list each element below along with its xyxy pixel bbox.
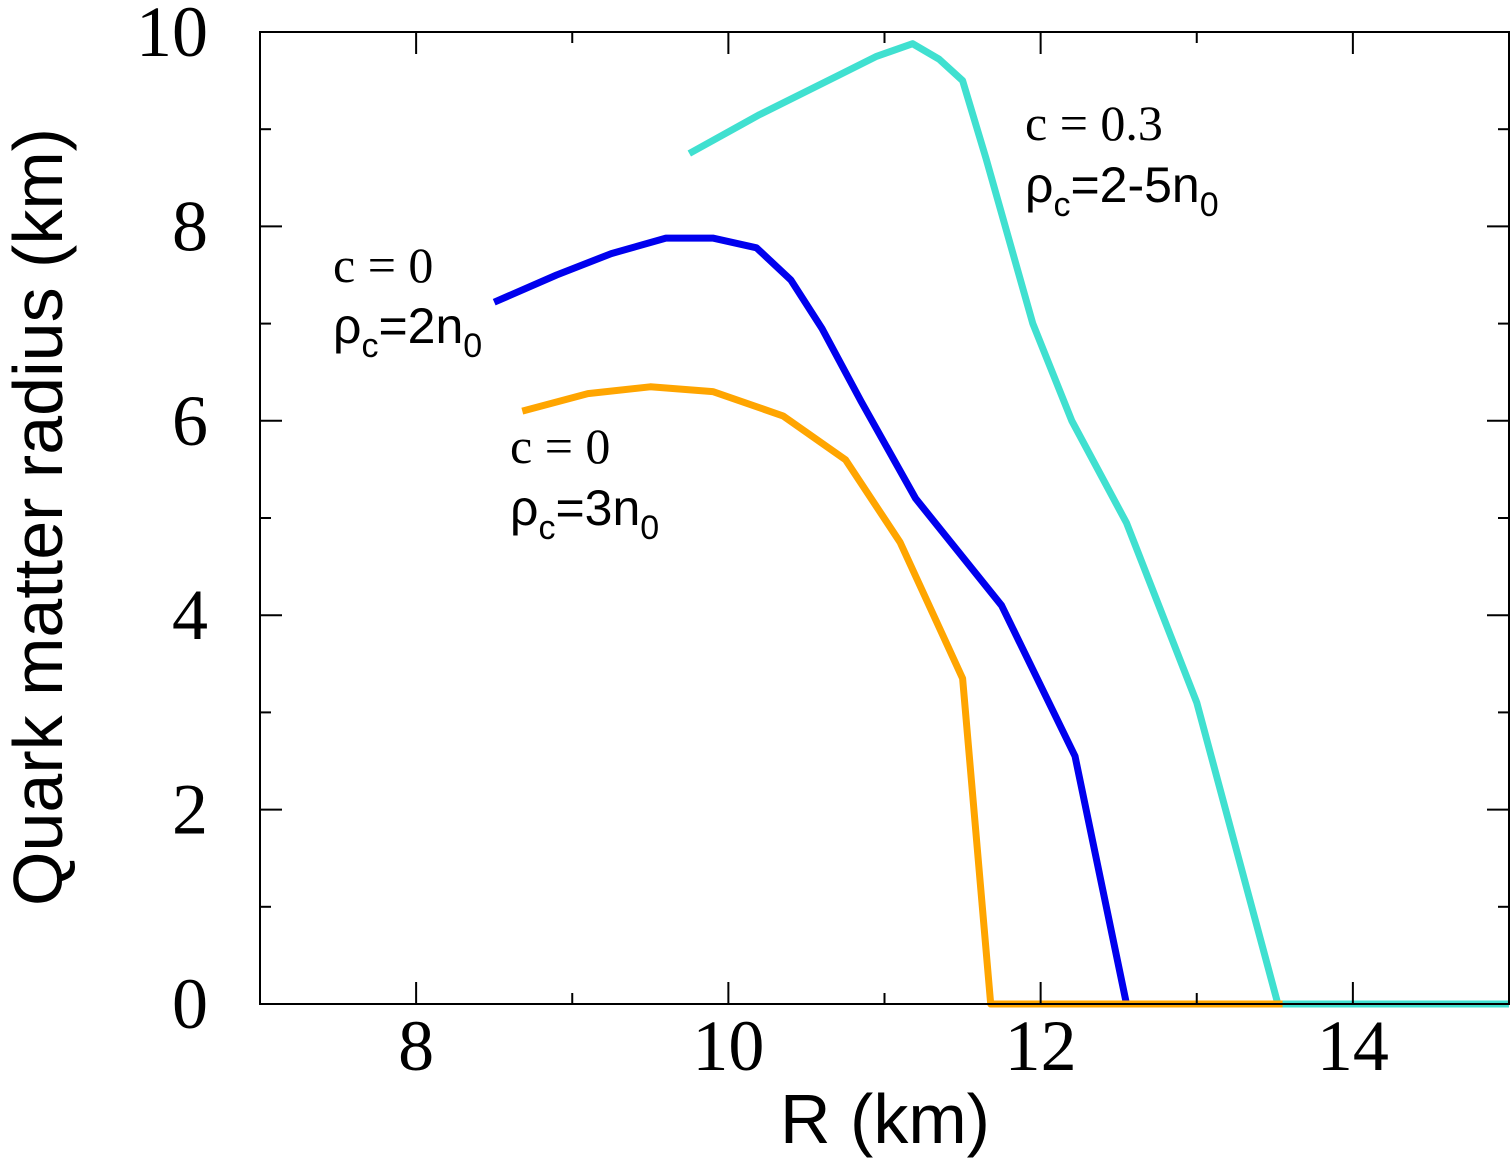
y-tick-label: 6 [172,381,208,461]
annotation-orange-rho: ρc=3n0 [510,480,659,547]
x-tick-label: 12 [1005,1006,1077,1086]
y-tick-label: 0 [172,964,208,1044]
x-tick-label: 10 [692,1006,764,1086]
x-tick-label: 8 [398,1006,434,1086]
annotation-cyan: c = 0.3 ρc=2-5n0 [1025,95,1219,224]
series-line-0 [687,40,1509,1008]
annotation-blue-rho: ρc=2n0 [333,298,482,365]
x-axis-title: R (km) [780,1080,990,1158]
series-layer [492,40,1509,1008]
annotation-blue-c: c = 0 [333,237,433,293]
y-tick-label: 10 [136,0,208,72]
annotation-orange: c = 0 ρc=3n0 [510,418,659,547]
y-tick-label: 8 [172,186,208,266]
ticks-layer: 8 10 12 14 0 2 4 6 8 10 [136,0,1509,1086]
x-tick-label: 14 [1317,1006,1389,1086]
annotation-cyan-c: c = 0.3 [1025,95,1163,151]
y-axis-title: Quark matter radius (km) [0,128,77,906]
series-line-2 [521,383,1283,1008]
series-line-1 [492,234,1130,1005]
y-tick-label: 2 [172,770,208,850]
annotation-blue: c = 0 ρc=2n0 [333,237,482,365]
annotation-cyan-rho: ρc=2-5n0 [1025,157,1219,224]
y-tick-label: 4 [172,575,208,655]
annotation-orange-c: c = 0 [510,418,610,474]
